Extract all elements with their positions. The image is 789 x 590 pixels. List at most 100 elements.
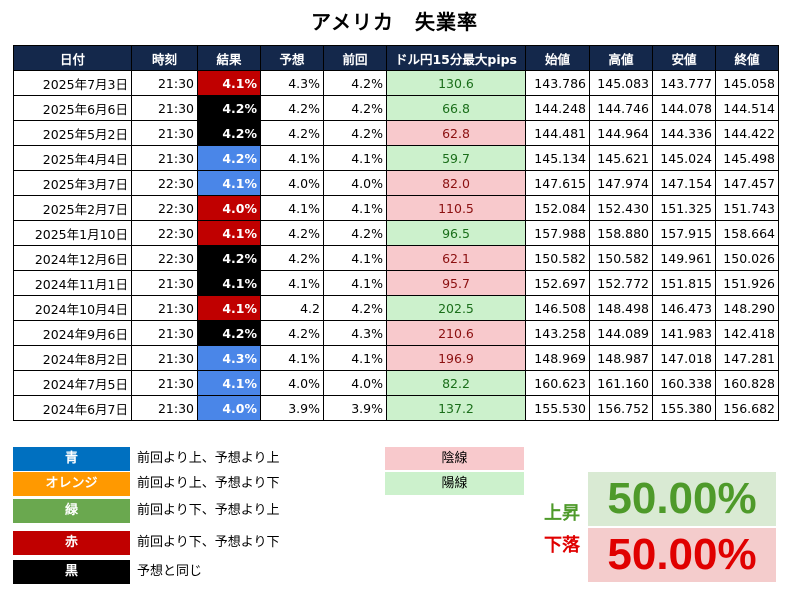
time-cell: 22:30: [131, 195, 198, 221]
result-cell: 4.1%: [197, 295, 261, 321]
result-cell: 4.1%: [197, 220, 261, 246]
date-cell: 2025年3月7日: [13, 170, 132, 196]
open-cell: 148.969: [525, 345, 590, 371]
candle-legend-down: 陰線: [385, 447, 524, 470]
high-cell: 152.772: [589, 270, 653, 296]
previous-cell: 4.2%: [323, 295, 387, 321]
up-label: 上昇: [544, 503, 580, 524]
close-cell: 147.457: [715, 170, 779, 196]
table-row: 2024年8月2日 21:30 4.3% 4.1% 4.1% 196.9 148.969 14…: [13, 345, 779, 371]
forecast-cell: 4.3%: [260, 70, 324, 96]
high-cell: 156.752: [589, 395, 653, 421]
previous-cell: 4.0%: [323, 170, 387, 196]
date-cell: 2025年4月4日: [13, 145, 132, 171]
forecast-cell: 4.2%: [260, 320, 324, 346]
candle-legend-up: 陽線: [385, 472, 524, 495]
table-row: 2024年6月7日 21:30 4.0% 3.9% 3.9% 137.2 155.530 15…: [13, 395, 779, 421]
legend-black-name: 黒: [64, 564, 78, 579]
pips-cell: 82.0: [386, 170, 526, 196]
legend-orange-desc: 前回より上、予想より下: [137, 476, 280, 491]
result-cell: 4.2%: [197, 120, 261, 146]
column-header: 高値: [589, 45, 653, 71]
high-cell: 144.089: [589, 320, 653, 346]
low-cell: 160.338: [652, 370, 716, 396]
result-cell: 4.1%: [197, 270, 261, 296]
forecast-cell: 3.9%: [260, 395, 324, 421]
high-cell: 150.582: [589, 245, 653, 271]
forecast-cell: 4.2: [260, 295, 324, 321]
forecast-cell: 4.1%: [260, 145, 324, 171]
pips-cell: 59.7: [386, 145, 526, 171]
close-cell: 142.418: [715, 320, 779, 346]
date-cell: 2024年8月2日: [13, 345, 132, 371]
column-header: 予想: [260, 45, 324, 71]
high-cell: 144.964: [589, 120, 653, 146]
open-cell: 155.530: [525, 395, 590, 421]
pips-cell: 137.2: [386, 395, 526, 421]
time-cell: 21:30: [131, 145, 198, 171]
time-cell: 21:30: [131, 345, 198, 371]
forecast-cell: 4.2%: [260, 120, 324, 146]
result-cell: 4.3%: [197, 345, 261, 371]
table-row: 2025年5月2日 21:30 4.2% 4.2% 4.2% 62.8 144.481 144…: [13, 120, 779, 146]
column-header: 終値: [715, 45, 779, 71]
low-cell: 141.983: [652, 320, 716, 346]
result-cell: 4.2%: [197, 320, 261, 346]
previous-cell: 4.3%: [323, 320, 387, 346]
pips-cell: 62.1: [386, 245, 526, 271]
forecast-cell: 4.1%: [260, 270, 324, 296]
high-cell: 145.083: [589, 70, 653, 96]
pips-cell: 62.8: [386, 120, 526, 146]
column-header: 時刻: [131, 45, 198, 71]
open-cell: 152.697: [525, 270, 590, 296]
legend-black-swatch: 黒: [13, 560, 130, 584]
open-cell: 143.258: [525, 320, 590, 346]
result-cell: 4.1%: [197, 370, 261, 396]
open-cell: 147.615: [525, 170, 590, 196]
open-cell: 145.134: [525, 145, 590, 171]
column-header: ドル円15分最大pips: [386, 45, 526, 71]
legend-green-name: 緑: [64, 503, 78, 518]
open-cell: 152.084: [525, 195, 590, 221]
close-cell: 158.664: [715, 220, 779, 246]
pips-cell: 110.5: [386, 195, 526, 221]
previous-cell: 4.0%: [323, 370, 387, 396]
close-cell: 148.290: [715, 295, 779, 321]
high-cell: 147.974: [589, 170, 653, 196]
forecast-cell: 4.2%: [260, 220, 324, 246]
table-row: 2025年3月7日 22:30 4.1% 4.0% 4.0% 82.0 147.615 147…: [13, 170, 779, 196]
column-header: 始値: [525, 45, 590, 71]
previous-cell: 4.1%: [323, 195, 387, 221]
time-cell: 22:30: [131, 245, 198, 271]
date-cell: 2025年6月6日: [13, 95, 132, 121]
legend-orange-name: オレンジ: [45, 476, 98, 491]
open-cell: 144.481: [525, 120, 590, 146]
low-cell: 144.078: [652, 95, 716, 121]
date-cell: 2024年7月5日: [13, 370, 132, 396]
column-header: 前回: [323, 45, 387, 71]
open-cell: 150.582: [525, 245, 590, 271]
close-cell: 147.281: [715, 345, 779, 371]
table-row: 2024年7月5日 21:30 4.1% 4.0% 4.0% 82.2 160.623 161…: [13, 370, 779, 396]
time-cell: 21:30: [131, 120, 198, 146]
high-cell: 148.987: [589, 345, 653, 371]
table-row: 2025年4月4日 21:30 4.2% 4.1% 4.1% 59.7 145.134 145…: [13, 145, 779, 171]
date-cell: 2024年11月1日: [13, 270, 132, 296]
table-row: 2025年7月3日 21:30 4.1% 4.3% 4.2% 130.6 143.786 14…: [13, 70, 779, 96]
low-cell: 145.024: [652, 145, 716, 171]
pips-cell: 82.2: [386, 370, 526, 396]
low-cell: 144.336: [652, 120, 716, 146]
column-header: 結果: [197, 45, 261, 71]
data-table: 日付 時刻 結果 予想 前回 ドル円15分最大pips 始値 高値 安値 終値 2025年7月3日…: [13, 45, 779, 421]
close-cell: 144.514: [715, 95, 779, 121]
close-cell: 160.828: [715, 370, 779, 396]
previous-cell: 4.1%: [323, 345, 387, 371]
page-title: アメリカ 失業率: [311, 10, 478, 34]
result-cell: 4.0%: [197, 395, 261, 421]
date-cell: 2025年5月2日: [13, 120, 132, 146]
time-cell: 21:30: [131, 320, 198, 346]
low-cell: 157.915: [652, 220, 716, 246]
pips-cell: 96.5: [386, 220, 526, 246]
high-cell: 161.160: [589, 370, 653, 396]
low-cell: 149.961: [652, 245, 716, 271]
